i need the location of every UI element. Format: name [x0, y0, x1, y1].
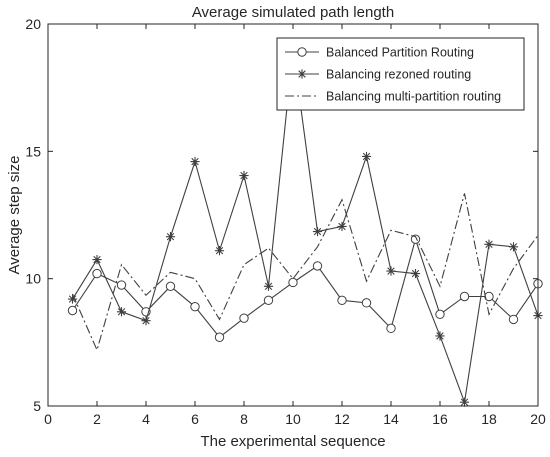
legend-entry: Balanced Partition Routing	[285, 46, 474, 60]
data-point	[435, 309, 445, 320]
x-tick-label: 6	[191, 411, 199, 427]
legend: Balanced Partition Routing Balancing rezo…	[276, 37, 525, 111]
data-point	[92, 268, 102, 279]
series-line	[72, 49, 539, 405]
data-point	[361, 298, 372, 308]
data-point	[67, 294, 78, 304]
y-tick-label: 20	[25, 16, 41, 32]
data-point	[484, 291, 494, 302]
data-point	[239, 313, 249, 323]
series-3	[71, 193, 539, 352]
legend-label: Balancing rezoned routing	[326, 68, 471, 82]
y-tick-label: 10	[25, 271, 41, 287]
data-point	[190, 156, 200, 167]
x-tick-label: 4	[142, 411, 150, 427]
data-point	[263, 295, 274, 306]
y-axis-title: Average step size	[6, 156, 23, 275]
axes: 0 2 4 6 8 10 12 14 16 18 20 5 10 15 20	[25, 16, 546, 427]
legend-label: Balancing multi-partition routing	[326, 90, 501, 104]
legend-entry: Balancing multi-partition routing	[285, 90, 501, 104]
data-point	[337, 295, 347, 306]
data-point	[386, 266, 396, 276]
legend-label: Balanced Partition Routing	[326, 46, 474, 60]
series-line	[71, 193, 539, 352]
data-point	[312, 261, 323, 271]
data-point	[459, 291, 470, 302]
data-point	[459, 397, 470, 407]
data-point	[508, 314, 519, 325]
series-line	[72, 237, 539, 339]
data-point	[435, 331, 445, 341]
data-point	[361, 151, 372, 162]
chart-title: Average simulated path length	[192, 4, 394, 21]
data-point	[141, 316, 151, 326]
data-point	[67, 305, 78, 316]
y-tick-label: 5	[33, 398, 41, 414]
data-point	[165, 281, 176, 292]
x-axis-title: The experimental sequence	[200, 433, 385, 450]
data-point	[214, 332, 225, 342]
x-tick-label: 16	[432, 411, 448, 427]
data-point	[484, 239, 494, 249]
data-point	[190, 301, 200, 312]
x-tick-label: 10	[285, 411, 301, 427]
legend-marker	[297, 69, 307, 79]
data-point	[263, 281, 274, 291]
y-tick-label: 15	[25, 143, 41, 159]
x-tick-label: 18	[481, 411, 497, 427]
series-1	[67, 234, 543, 342]
legend-marker	[297, 47, 307, 57]
legend-entry: Balancing rezoned routing	[285, 68, 471, 82]
data-point	[410, 234, 421, 244]
data-point	[386, 323, 396, 334]
data-point	[116, 280, 127, 290]
x-tick-label: 14	[383, 411, 399, 427]
data-point	[92, 254, 102, 265]
data-point	[165, 232, 176, 242]
data-point	[214, 246, 225, 256]
x-tick-label: 0	[44, 411, 52, 427]
x-tick-label: 20	[530, 411, 546, 427]
data-point	[508, 242, 519, 252]
data-point	[288, 277, 298, 288]
x-tick-label: 2	[93, 411, 101, 427]
x-tick-label: 12	[334, 411, 350, 427]
data-point	[312, 226, 323, 237]
x-tick-label: 8	[240, 411, 248, 427]
data-point	[337, 221, 347, 232]
data-point	[410, 268, 421, 279]
data-point	[116, 307, 127, 317]
data-point	[239, 170, 249, 181]
